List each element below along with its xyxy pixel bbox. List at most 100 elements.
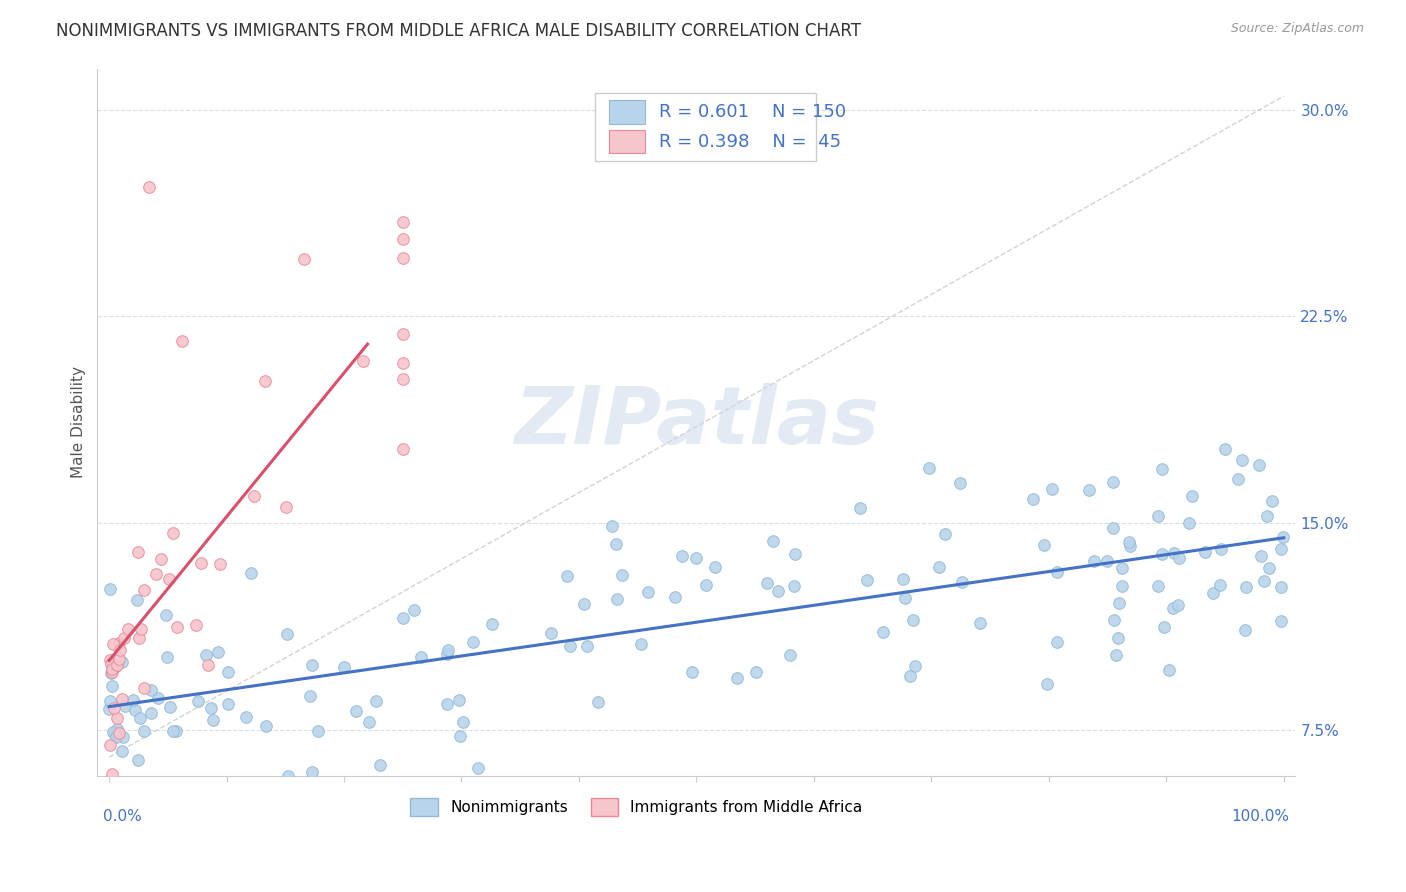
Point bbox=[949, 475, 972, 490]
Point bbox=[159, 700, 181, 714]
Text: 100.0%: 100.0% bbox=[1232, 809, 1289, 824]
Point bbox=[207, 645, 229, 659]
Point bbox=[671, 549, 693, 563]
Point bbox=[1247, 458, 1270, 472]
Text: R = 0.601    N = 150: R = 0.601 N = 150 bbox=[659, 103, 846, 121]
Point bbox=[745, 665, 768, 679]
Point bbox=[703, 560, 725, 574]
Point bbox=[1046, 565, 1069, 579]
Point bbox=[155, 607, 177, 622]
Point bbox=[111, 655, 134, 669]
Point bbox=[898, 668, 921, 682]
Point bbox=[201, 714, 224, 728]
Point bbox=[449, 693, 471, 707]
Point bbox=[555, 569, 578, 583]
Point bbox=[100, 665, 122, 680]
Point bbox=[110, 643, 132, 657]
Point bbox=[111, 731, 134, 745]
Point bbox=[105, 659, 128, 673]
Point bbox=[894, 591, 917, 605]
Point bbox=[1226, 471, 1249, 485]
Point bbox=[357, 714, 380, 729]
Point bbox=[849, 500, 872, 515]
Point bbox=[1209, 541, 1232, 556]
Point bbox=[364, 693, 387, 707]
Point bbox=[481, 617, 503, 632]
Point bbox=[1157, 664, 1180, 678]
Point bbox=[112, 631, 135, 645]
Point bbox=[162, 724, 184, 739]
Point bbox=[461, 635, 484, 649]
Point bbox=[104, 730, 127, 744]
Point bbox=[449, 729, 471, 743]
FancyBboxPatch shape bbox=[595, 94, 817, 161]
Point bbox=[1161, 601, 1184, 615]
Point bbox=[391, 371, 413, 385]
Point bbox=[391, 442, 413, 456]
Point bbox=[254, 374, 277, 388]
Point bbox=[436, 648, 458, 662]
Text: NONIMMIGRANTS VS IMMIGRANTS FROM MIDDLE AFRICA MALE DISABILITY CORRELATION CHART: NONIMMIGRANTS VS IMMIGRANTS FROM MIDDLE … bbox=[56, 22, 862, 40]
Point bbox=[1150, 462, 1173, 476]
Point bbox=[1194, 545, 1216, 559]
Point bbox=[274, 500, 297, 514]
Point bbox=[105, 711, 128, 725]
Point bbox=[637, 585, 659, 599]
Point bbox=[1153, 620, 1175, 634]
Point bbox=[1213, 442, 1236, 456]
Point bbox=[132, 583, 155, 598]
Point bbox=[98, 653, 121, 667]
Point bbox=[437, 643, 460, 657]
Point bbox=[1046, 634, 1069, 648]
Point bbox=[1181, 490, 1204, 504]
Text: 0.0%: 0.0% bbox=[103, 809, 142, 824]
Point bbox=[200, 700, 222, 714]
Point bbox=[301, 658, 323, 673]
Point bbox=[276, 626, 298, 640]
Point bbox=[1036, 676, 1059, 690]
Point bbox=[134, 681, 156, 695]
Point bbox=[105, 657, 128, 672]
Point bbox=[162, 525, 184, 540]
Point bbox=[783, 579, 806, 593]
Point bbox=[121, 693, 143, 707]
Point bbox=[1271, 530, 1294, 544]
Point bbox=[1146, 579, 1168, 593]
Point bbox=[240, 566, 263, 581]
Point bbox=[1095, 553, 1118, 567]
Point bbox=[98, 701, 121, 715]
Point bbox=[391, 232, 413, 246]
Point bbox=[1150, 547, 1173, 561]
Point bbox=[1270, 614, 1292, 628]
Point bbox=[242, 489, 264, 503]
Point bbox=[451, 715, 474, 730]
Point bbox=[685, 551, 707, 566]
Point bbox=[101, 656, 124, 670]
Point bbox=[166, 620, 188, 634]
Point bbox=[1163, 546, 1185, 560]
Point bbox=[114, 699, 136, 714]
Point bbox=[170, 334, 193, 349]
Point bbox=[1261, 493, 1284, 508]
Point bbox=[904, 659, 927, 673]
Y-axis label: Male Disability: Male Disability bbox=[72, 367, 86, 478]
Point bbox=[575, 639, 598, 653]
Point bbox=[101, 637, 124, 651]
Point bbox=[952, 575, 974, 590]
Point bbox=[467, 761, 489, 775]
Point bbox=[292, 252, 315, 267]
Point bbox=[101, 679, 124, 693]
Point bbox=[391, 215, 413, 229]
Text: ZIPatlas: ZIPatlas bbox=[515, 384, 879, 461]
Point bbox=[111, 692, 134, 706]
Point bbox=[217, 665, 239, 679]
Point bbox=[148, 690, 170, 705]
Point bbox=[145, 566, 167, 581]
Point bbox=[1032, 537, 1054, 551]
Point bbox=[128, 711, 150, 725]
Point bbox=[1250, 549, 1272, 563]
Text: R = 0.398    N =  45: R = 0.398 N = 45 bbox=[659, 133, 841, 151]
Point bbox=[558, 639, 581, 653]
Point bbox=[217, 697, 239, 711]
Point bbox=[783, 547, 806, 561]
